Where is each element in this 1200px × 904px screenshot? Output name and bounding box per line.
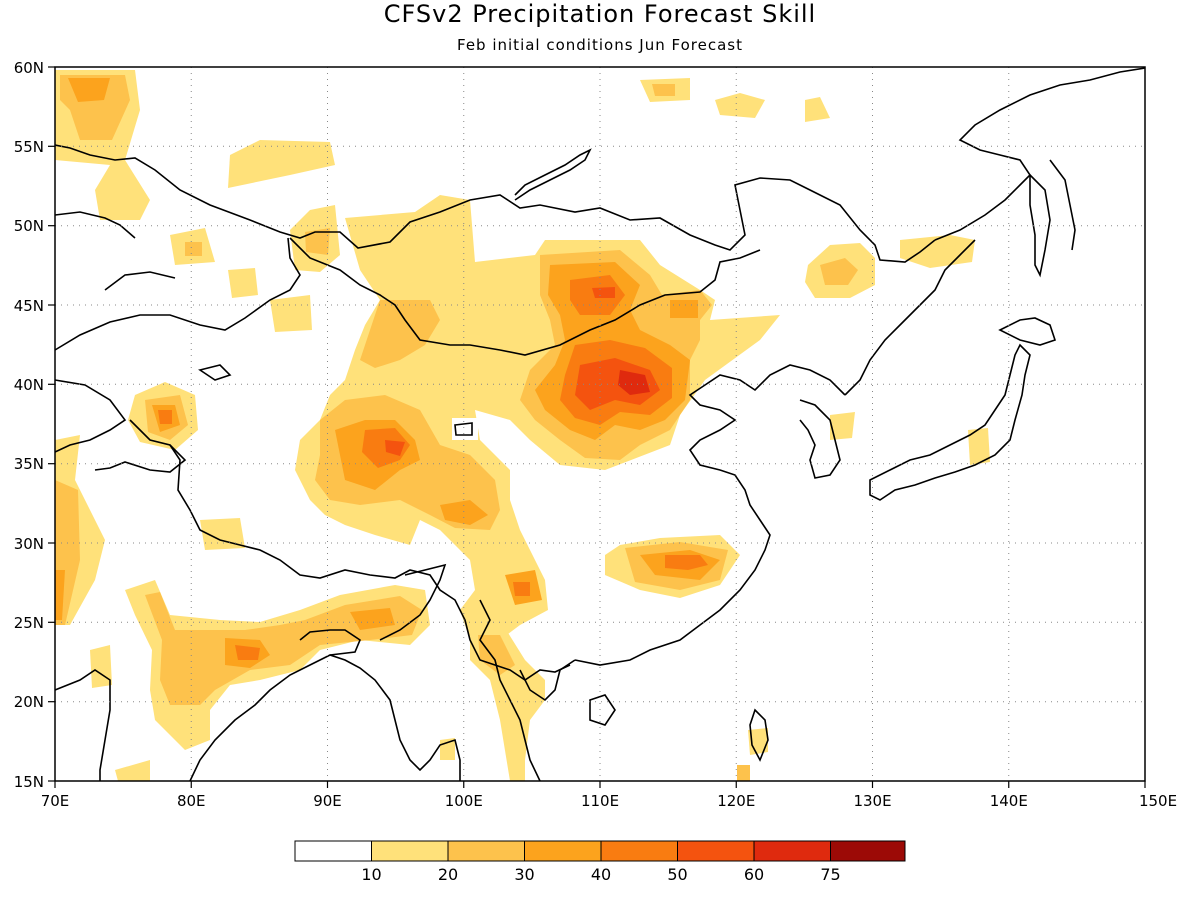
y-tick-label: 35N	[14, 455, 44, 473]
y-tick-label: 55N	[14, 138, 44, 156]
map-grid	[55, 67, 1145, 781]
map-subtitle: Feb initial conditions Jun Forecast	[457, 36, 743, 54]
colorbar-label: 50	[667, 865, 687, 884]
skill-region-patch-1	[228, 140, 335, 188]
coastline-border-layer	[55, 67, 1145, 781]
y-tick-labels: 60N 55N 50N 45N 40N 35N 30N 25N 20N 15N	[14, 59, 44, 791]
x-tick-label: 140E	[990, 792, 1028, 810]
colorbar-swatch	[294, 840, 372, 862]
skill-region-northeast	[737, 235, 990, 781]
y-tick-label: 20N	[14, 693, 44, 711]
tick-marks	[48, 66, 1146, 788]
china-mongolia-border	[289, 237, 761, 356]
y-tick-label: 30N	[14, 535, 44, 553]
x-tick-labels: 70E 80E 90E 100E 110E 120E 130E 140E 150…	[41, 792, 1177, 810]
x-tick-label: 80E	[177, 792, 206, 810]
china-coast	[574, 364, 846, 666]
x-tick-label: 100E	[445, 792, 483, 810]
colorbar-label: 40	[591, 865, 611, 884]
y-tick-label: 50N	[14, 217, 44, 235]
skill-region-jiangnan	[605, 535, 740, 598]
colorbar-swatch	[677, 840, 755, 862]
russia-border	[55, 144, 936, 263]
himalaya-border	[169, 444, 571, 681]
x-tick-label: 110E	[581, 792, 619, 810]
colorbar-label: 10	[361, 865, 381, 884]
colorbar-swatch	[600, 840, 678, 862]
colorbar-label: 75	[820, 865, 840, 884]
skill-shading-layer	[55, 70, 990, 781]
korea-coast	[799, 399, 841, 479]
skill-region-india	[125, 580, 430, 750]
central-asia-border	[55, 237, 301, 351]
skill-region-patch-4	[805, 97, 830, 122]
lake-baikal	[514, 148, 592, 201]
sakhalin-coast	[1029, 173, 1051, 278]
map-title: CFSv2 Precipitation Forecast Skill	[384, 0, 816, 28]
colorbar-label: 30	[514, 865, 534, 884]
skill-region-central	[295, 195, 780, 640]
colorbar-swatch	[753, 840, 831, 862]
skill-region-tarim-west	[128, 382, 198, 450]
india-coast	[55, 669, 111, 781]
x-tick-label: 130E	[853, 792, 891, 810]
taiwan-coast	[749, 708, 769, 762]
japan-coast	[869, 343, 1031, 501]
skill-region-patch-3	[715, 93, 765, 118]
x-tick-label: 70E	[41, 792, 70, 810]
colorbar-label: 20	[438, 865, 458, 884]
y-tick-label: 25N	[14, 614, 44, 632]
x-tick-label: 120E	[717, 792, 755, 810]
x-tick-label: 150E	[1139, 792, 1177, 810]
skill-region-patch-6	[228, 268, 258, 298]
y-tick-label: 40N	[14, 376, 44, 394]
colorbar: 10 20 30 40 50 60 75	[294, 840, 906, 884]
colorbar-swatch	[524, 840, 602, 862]
colorbar-swatch	[371, 840, 449, 862]
skill-region-west-siberia	[55, 70, 150, 220]
colorbar-swatch	[447, 840, 525, 862]
y-tick-label: 60N	[14, 59, 44, 77]
y-tick-label: 15N	[14, 773, 44, 791]
colorbar-label: 60	[744, 865, 764, 884]
y-tick-label: 45N	[14, 297, 44, 315]
skill-region-patch-7	[270, 295, 312, 332]
x-tick-label: 90E	[313, 792, 342, 810]
colorbar-swatch	[830, 840, 906, 862]
